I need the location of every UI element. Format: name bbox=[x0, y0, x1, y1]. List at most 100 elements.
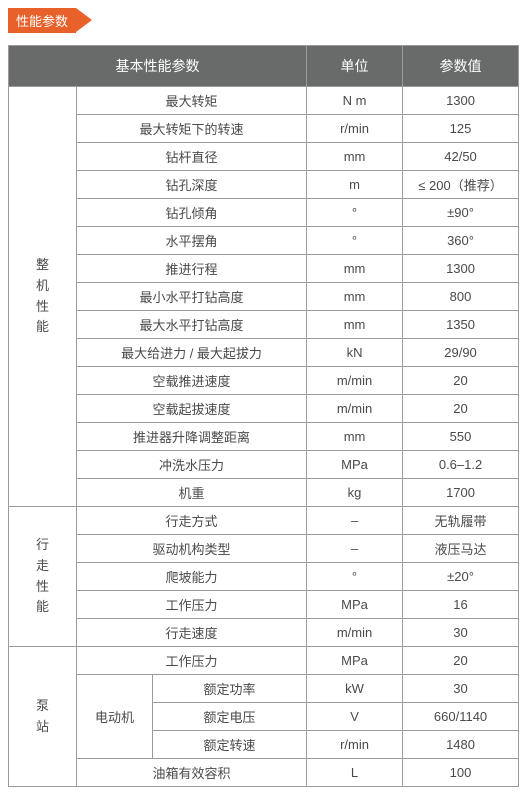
param-name: 冲洗水压力 bbox=[77, 451, 307, 479]
col-value: 参数值 bbox=[403, 46, 519, 87]
table-row: 行 走 性 能行走方式–无轨履带 bbox=[9, 507, 519, 535]
col-unit: 单位 bbox=[307, 46, 403, 87]
param-unit: m/min bbox=[307, 619, 403, 647]
param-name: 空载起拔速度 bbox=[77, 395, 307, 423]
param-value: 无轨履带 bbox=[403, 507, 519, 535]
param-value: 29/90 bbox=[403, 339, 519, 367]
param-value: 800 bbox=[403, 283, 519, 311]
param-unit: L bbox=[307, 759, 403, 787]
param-value: 16 bbox=[403, 591, 519, 619]
param-value: 1350 bbox=[403, 311, 519, 339]
param-value: 30 bbox=[403, 675, 519, 703]
param-value: 1300 bbox=[403, 87, 519, 115]
param-name: 最大给进力 / 最大起拔力 bbox=[77, 339, 307, 367]
table-row: 驱动机构类型–液压马达 bbox=[9, 535, 519, 563]
table-header-row: 基本性能参数 单位 参数值 bbox=[9, 46, 519, 87]
table-row: 最大给进力 / 最大起拔力kN29/90 bbox=[9, 339, 519, 367]
param-unit: r/min bbox=[307, 115, 403, 143]
param-name: 行走速度 bbox=[77, 619, 307, 647]
param-unit: mm bbox=[307, 143, 403, 171]
table-row: 电动机额定功率kW30 bbox=[9, 675, 519, 703]
param-name: 空载推进速度 bbox=[77, 367, 307, 395]
param-value: ±20° bbox=[403, 563, 519, 591]
table-row: 推进器升降调整距离mm550 bbox=[9, 423, 519, 451]
param-name: 水平摆角 bbox=[77, 227, 307, 255]
param-value: 42/50 bbox=[403, 143, 519, 171]
param-unit: kg bbox=[307, 479, 403, 507]
table-row: 油箱有效容积L100 bbox=[9, 759, 519, 787]
param-name: 爬坡能力 bbox=[77, 563, 307, 591]
param-unit: – bbox=[307, 507, 403, 535]
param-unit: m/min bbox=[307, 395, 403, 423]
param-unit: mm bbox=[307, 255, 403, 283]
param-unit: N m bbox=[307, 87, 403, 115]
group-motor: 电动机 bbox=[77, 675, 153, 759]
group-pump: 泵 站 bbox=[9, 647, 77, 787]
param-unit: m/min bbox=[307, 367, 403, 395]
section-tag: 性能参数 bbox=[8, 8, 76, 33]
param-name: 推进行程 bbox=[77, 255, 307, 283]
param-value: 660/1140 bbox=[403, 703, 519, 731]
param-value: 20 bbox=[403, 647, 519, 675]
table-row: 泵 站工作压力MPa20 bbox=[9, 647, 519, 675]
param-name: 油箱有效容积 bbox=[77, 759, 307, 787]
param-name: 额定电压 bbox=[153, 703, 307, 731]
param-unit: mm bbox=[307, 283, 403, 311]
param-value: 0.6–1.2 bbox=[403, 451, 519, 479]
param-name: 额定转速 bbox=[153, 731, 307, 759]
table-row: 空载推进速度m/min20 bbox=[9, 367, 519, 395]
table-row: 整 机 性 能最大转矩N m1300 bbox=[9, 87, 519, 115]
param-unit: ° bbox=[307, 227, 403, 255]
table-row: 空载起拔速度m/min20 bbox=[9, 395, 519, 423]
param-name: 钻孔倾角 bbox=[77, 199, 307, 227]
table-row: 推进行程mm1300 bbox=[9, 255, 519, 283]
param-value: 1700 bbox=[403, 479, 519, 507]
param-unit: ° bbox=[307, 199, 403, 227]
param-unit: V bbox=[307, 703, 403, 731]
param-name: 驱动机构类型 bbox=[77, 535, 307, 563]
param-unit: kW bbox=[307, 675, 403, 703]
param-name: 额定功率 bbox=[153, 675, 307, 703]
param-name: 最大转矩 bbox=[77, 87, 307, 115]
param-name: 最大转矩下的转速 bbox=[77, 115, 307, 143]
param-unit: m bbox=[307, 171, 403, 199]
param-name: 行走方式 bbox=[77, 507, 307, 535]
table-row: 行走速度m/min30 bbox=[9, 619, 519, 647]
param-value: 1480 bbox=[403, 731, 519, 759]
param-value: 360° bbox=[403, 227, 519, 255]
param-unit: kN bbox=[307, 339, 403, 367]
param-value: 液压马达 bbox=[403, 535, 519, 563]
param-unit: r/min bbox=[307, 731, 403, 759]
table-row: 钻孔倾角°±90° bbox=[9, 199, 519, 227]
group-walk: 行 走 性 能 bbox=[9, 507, 77, 647]
table-row: 最小水平打钻高度mm800 bbox=[9, 283, 519, 311]
spec-table: 基本性能参数 单位 参数值 整 机 性 能最大转矩N m1300最大转矩下的转速… bbox=[8, 45, 519, 787]
param-name: 机重 bbox=[77, 479, 307, 507]
param-name: 推进器升降调整距离 bbox=[77, 423, 307, 451]
table-row: 最大水平打钻高度mm1350 bbox=[9, 311, 519, 339]
param-value: 20 bbox=[403, 367, 519, 395]
param-name: 工作压力 bbox=[77, 647, 307, 675]
param-value: 100 bbox=[403, 759, 519, 787]
param-value: 550 bbox=[403, 423, 519, 451]
table-row: 工作压力MPa16 bbox=[9, 591, 519, 619]
table-row: 爬坡能力°±20° bbox=[9, 563, 519, 591]
param-unit: MPa bbox=[307, 591, 403, 619]
param-value: 1300 bbox=[403, 255, 519, 283]
param-name: 最大水平打钻高度 bbox=[77, 311, 307, 339]
param-unit: mm bbox=[307, 423, 403, 451]
param-name: 钻杆直径 bbox=[77, 143, 307, 171]
col-basic: 基本性能参数 bbox=[9, 46, 307, 87]
param-unit: ° bbox=[307, 563, 403, 591]
section-tag-label: 性能参数 bbox=[8, 8, 76, 33]
param-unit: – bbox=[307, 535, 403, 563]
table-row: 水平摆角°360° bbox=[9, 227, 519, 255]
table-row: 最大转矩下的转速r/min125 bbox=[9, 115, 519, 143]
group-machine: 整 机 性 能 bbox=[9, 87, 77, 507]
param-name: 钻孔深度 bbox=[77, 171, 307, 199]
param-value: 20 bbox=[403, 395, 519, 423]
param-unit: MPa bbox=[307, 647, 403, 675]
table-row: 钻杆直径mm42/50 bbox=[9, 143, 519, 171]
param-value: 30 bbox=[403, 619, 519, 647]
table-row: 机重kg1700 bbox=[9, 479, 519, 507]
